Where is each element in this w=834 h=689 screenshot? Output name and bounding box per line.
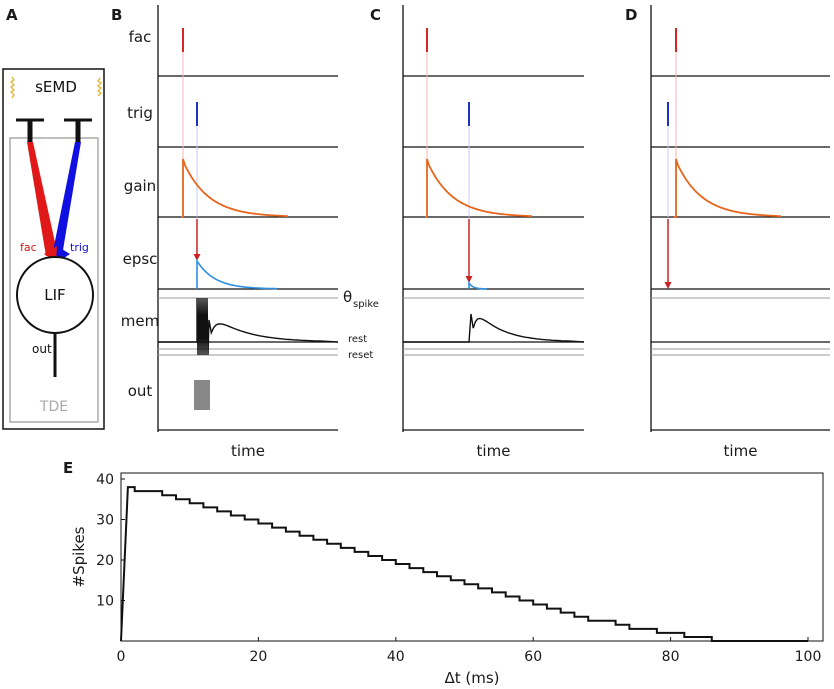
rest-label: rest — [348, 334, 367, 345]
out-label: out — [32, 342, 52, 356]
y-tick-label: 20 — [96, 553, 114, 569]
membrane-trace — [403, 313, 585, 343]
time-label: time — [231, 442, 265, 460]
x-tick-label: 60 — [524, 649, 542, 665]
time-label: time — [724, 442, 758, 460]
trig-pathway-label: trig — [70, 241, 89, 254]
x-tick-label: 40 — [387, 649, 405, 665]
row-label-mem: mem — [121, 312, 159, 330]
spikes-series-line — [120, 486, 808, 642]
panel-a-letter: A — [6, 6, 18, 24]
panel-d-letter: D — [625, 6, 637, 24]
x-tick-label: 80 — [662, 649, 680, 665]
tde-label: TDE — [39, 399, 68, 415]
gain-trace — [181, 158, 288, 218]
y-tick-label: 30 — [96, 513, 114, 529]
semd-label: sEMD — [35, 78, 77, 96]
time-label: time — [477, 442, 511, 460]
fac-pathway — [27, 142, 58, 256]
gain-trace — [674, 158, 781, 218]
chart-frame — [120, 472, 824, 642]
x-tick-label: 0 — [117, 649, 126, 665]
semd-signal-left-icon — [10, 76, 15, 99]
trig-pathway — [52, 142, 81, 256]
x-tick-label: 100 — [795, 649, 822, 665]
lif-label: LIF — [44, 286, 65, 304]
panel-e-chart: E 0 20 40 60 80 100 10 20 30 40 Δt (ms) #Spikes — [63, 459, 824, 687]
epsc-trace — [196, 258, 278, 290]
panel-b-letter: B — [111, 6, 122, 24]
theta-label: θ — [343, 288, 352, 306]
x-tick-label: 20 — [249, 649, 267, 665]
panel-c-letter: C — [370, 6, 381, 24]
semd-signal-right-icon — [97, 77, 102, 97]
arrow-head-icon — [193, 254, 201, 261]
panel-a-schematic: A TDE sEMD fac trig LIF out — [2, 6, 105, 430]
chart-ylabel: #Spikes — [70, 526, 88, 587]
arrow-head-icon — [465, 276, 473, 283]
fac-pathway-label: fac — [20, 241, 37, 254]
arrow-head-icon — [664, 282, 672, 289]
theta-subscript: spike — [353, 299, 379, 310]
tde-box — [9, 137, 99, 423]
gain-trace — [425, 158, 532, 218]
membrane-trace — [158, 297, 339, 356]
row-label-fac: fac — [129, 28, 152, 46]
epsc-trace — [468, 280, 487, 290]
row-label-trig: trig — [127, 104, 153, 122]
panel-a-border — [2, 68, 105, 430]
row-label-gain: gain — [124, 177, 156, 195]
y-tick-label: 10 — [96, 594, 114, 610]
row-label-out: out — [128, 382, 153, 400]
panel-e-letter: E — [63, 459, 73, 477]
chart-xlabel: Δt (ms) — [444, 669, 499, 687]
y-tick-label: 40 — [96, 472, 114, 488]
row-label-epsc: epsc — [123, 250, 158, 268]
reset-label: reset — [348, 350, 373, 361]
chart-ticks: 0 20 40 60 80 100 10 20 30 40 — [96, 472, 821, 665]
